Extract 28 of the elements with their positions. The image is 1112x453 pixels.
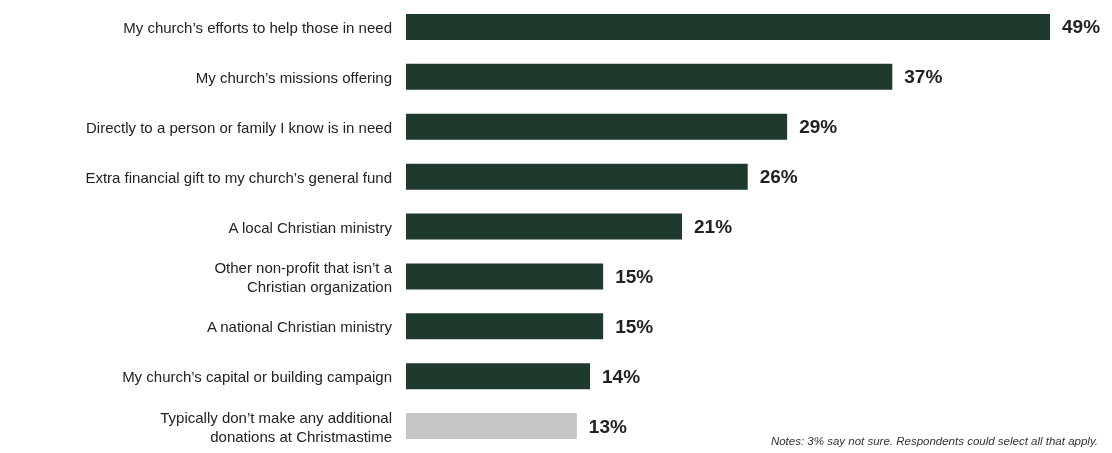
bar [406, 313, 604, 340]
data-label: 21% [694, 216, 733, 238]
y-tick-label: My church’s efforts to help those in need [123, 18, 392, 36]
y-tick-label: Directly to a person or family I know is in need [86, 118, 392, 136]
data-label: 14% [602, 365, 641, 387]
bar [406, 113, 788, 140]
bar [406, 213, 682, 240]
y-tick-label: A local Christian ministry [228, 218, 393, 235]
data-label: 49% [1062, 16, 1101, 38]
y-tick-label: Other non-profit that isn’t a Christian organization [214, 258, 393, 295]
data-label: 15% [615, 315, 654, 337]
bar [406, 413, 577, 440]
bar [406, 163, 748, 190]
data-label: 26% [759, 166, 798, 188]
y-tick-label: Typically don’t make any additional donations at Christmastime [160, 408, 392, 445]
bar [406, 63, 893, 90]
y-tick-label: My church’s capital or building campaign [122, 367, 392, 385]
y-tick-label: A national Christian ministry [206, 317, 393, 335]
bar [406, 13, 1050, 40]
bar [406, 363, 590, 390]
annotation: Notes: 3% say not sure. Respondents could select all that apply. [770, 435, 1098, 447]
y-tick-label: Extra financial gift to my church’s general fund [85, 168, 392, 186]
data-label: 13% [588, 415, 627, 437]
bar [406, 263, 604, 290]
data-label: 29% [799, 116, 838, 138]
data-label: 37% [904, 66, 943, 88]
y-tick-label: My church’s missions offering [195, 68, 392, 86]
data-label: 15% [615, 265, 654, 287]
